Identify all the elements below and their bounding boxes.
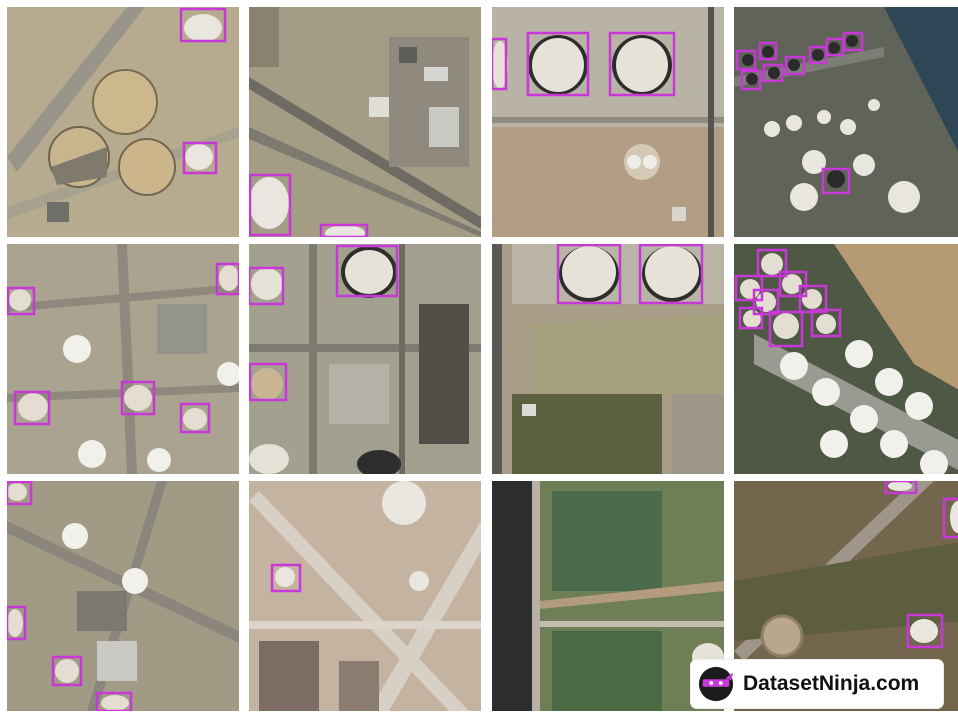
- tile-r2-c2: [249, 244, 481, 474]
- tile-r3-c3: [492, 481, 724, 711]
- ninja-logo-icon: [698, 666, 734, 702]
- tile-r2-c1: [7, 244, 239, 474]
- tile-r1-c1: [7, 7, 239, 237]
- tile-r1-c3: [492, 7, 724, 237]
- tile-r1-c4: [734, 7, 958, 237]
- tile-r3-c1: [7, 481, 239, 711]
- tile-r2-c4: [734, 244, 958, 474]
- brand-badge[interactable]: DatasetNinja.com: [691, 660, 943, 708]
- tile-r2-c3: [492, 244, 724, 474]
- brand-label: DatasetNinja.com: [743, 672, 920, 695]
- tile-r3-c2: [249, 481, 481, 711]
- tile-r1-c2: [249, 7, 481, 237]
